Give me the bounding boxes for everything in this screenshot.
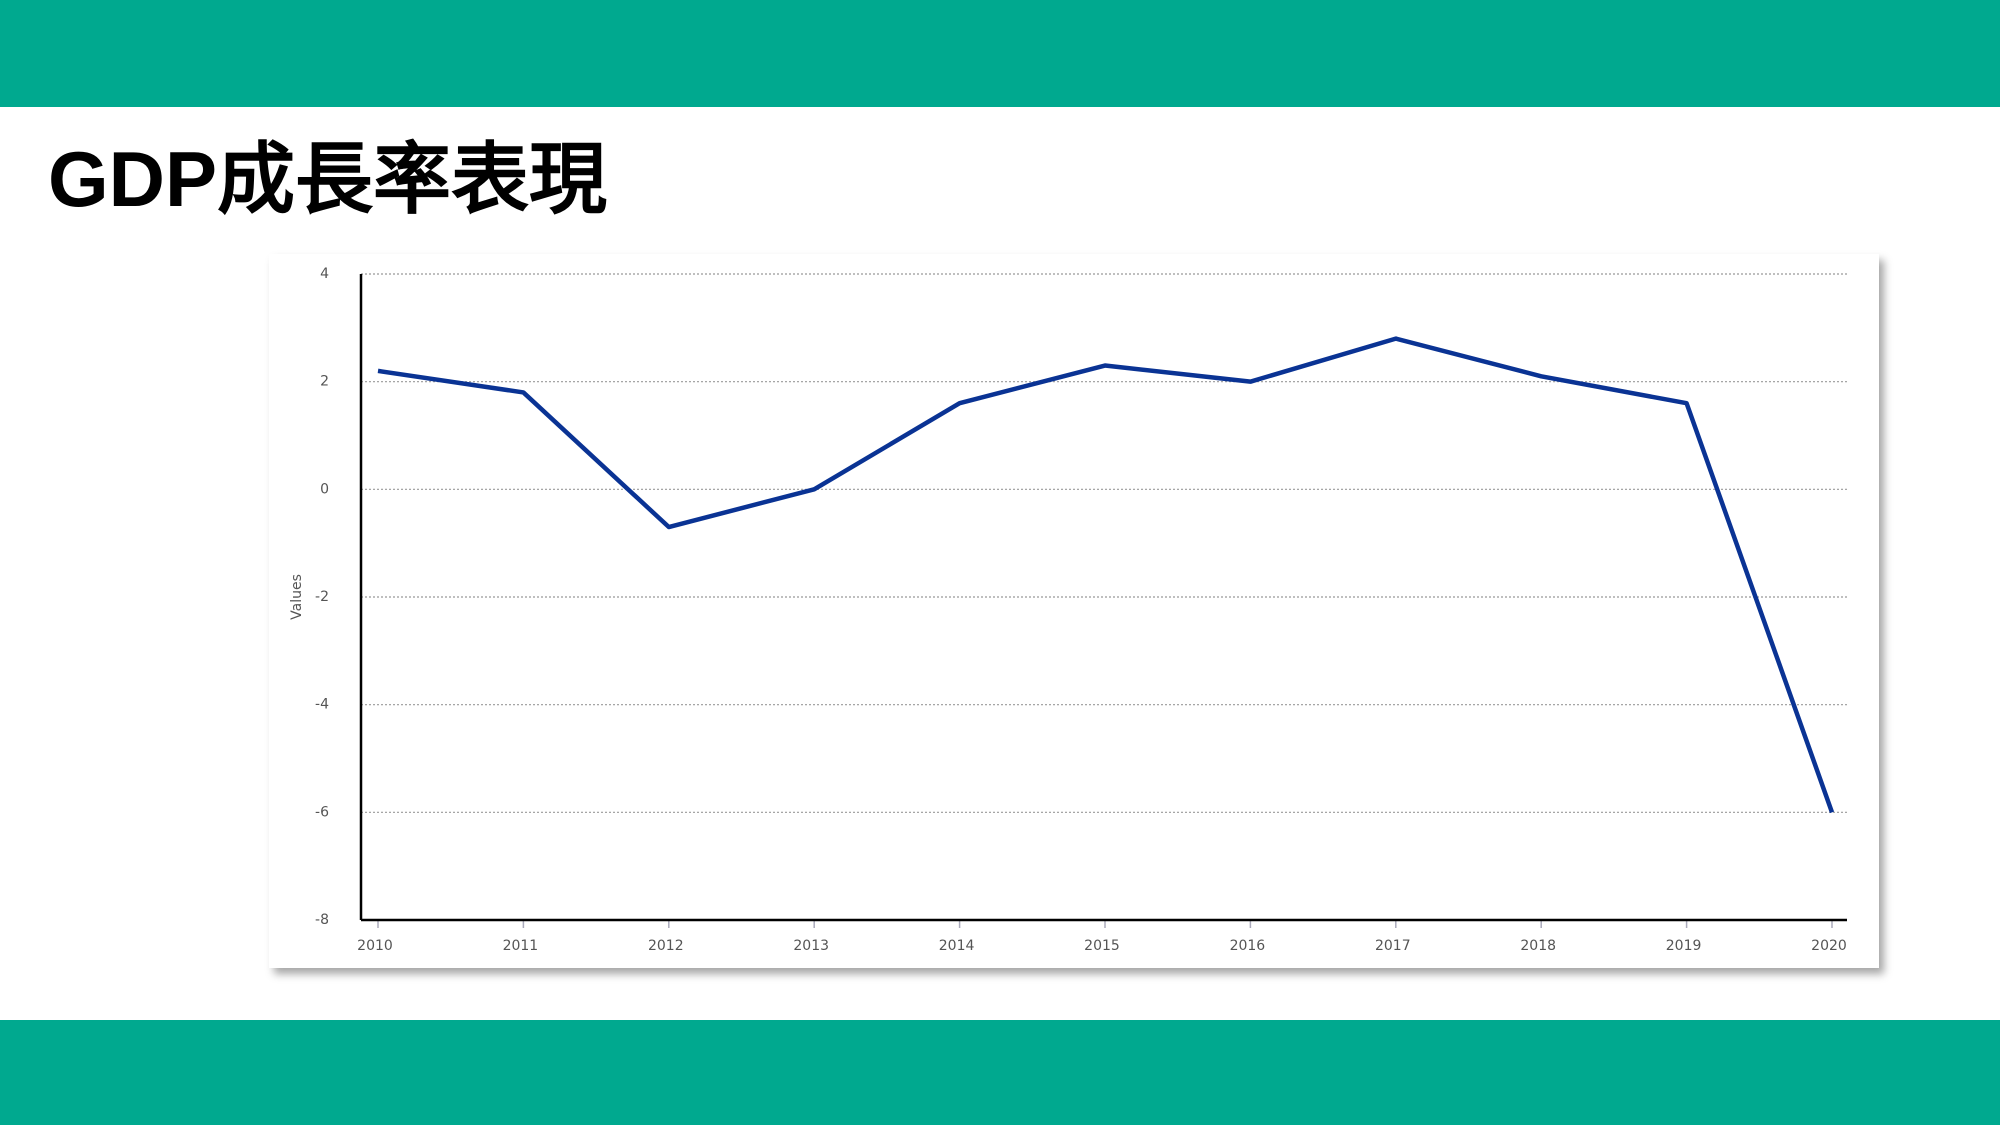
- x-tick-label: 2011: [503, 938, 539, 954]
- x-tick-label: 2015: [1084, 938, 1120, 954]
- y-tick-label: 0: [320, 481, 329, 497]
- x-tick-label: 2012: [648, 938, 684, 954]
- y-tick-label: -6: [315, 804, 329, 820]
- x-tick-label: 2017: [1375, 938, 1411, 954]
- x-tick-label: 2018: [1520, 938, 1556, 954]
- x-tick-label: 2010: [357, 938, 393, 954]
- slide-title: GDP成長率表現: [48, 135, 608, 223]
- y-tick-label: 2: [320, 374, 329, 390]
- y-tick-label: -2: [315, 589, 329, 605]
- y-axis-title: Values: [289, 574, 305, 620]
- y-tick-label: -4: [315, 697, 329, 713]
- y-tick-label: -8: [315, 912, 329, 928]
- x-tick-label: 2020: [1811, 938, 1847, 954]
- bottom-band: [0, 1020, 2000, 1125]
- x-tick-label: 2013: [793, 938, 829, 954]
- x-tick-label: 2019: [1666, 938, 1702, 954]
- series-line: [377, 336, 1835, 814]
- x-tick-label: 2014: [939, 938, 975, 954]
- x-tick-label: 2016: [1230, 938, 1266, 954]
- y-tick-label: 4: [320, 266, 329, 282]
- top-band: [0, 0, 2000, 107]
